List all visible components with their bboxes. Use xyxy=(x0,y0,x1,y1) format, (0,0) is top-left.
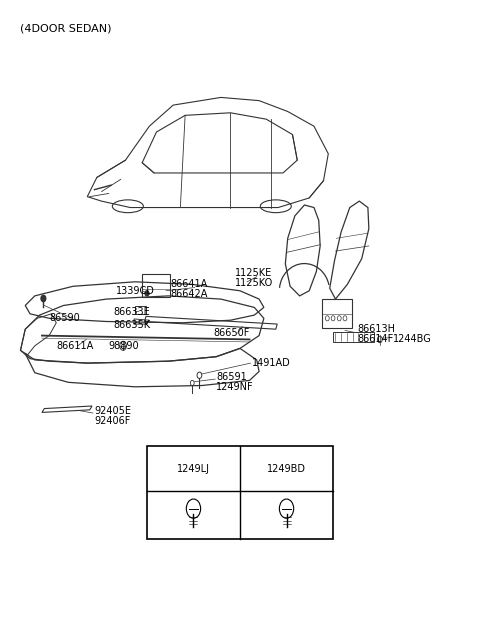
Text: 86642A: 86642A xyxy=(171,289,208,299)
Text: 86633E: 86633E xyxy=(114,307,150,317)
Text: 1125KE: 1125KE xyxy=(235,269,273,278)
Text: 86614F: 86614F xyxy=(357,334,393,344)
Text: 98890: 98890 xyxy=(109,341,139,351)
Text: 1125KO: 1125KO xyxy=(235,278,274,288)
Bar xyxy=(322,299,352,328)
Text: 1244BG: 1244BG xyxy=(393,334,432,344)
Text: 86611A: 86611A xyxy=(56,341,94,351)
Text: 1339CD: 1339CD xyxy=(116,285,155,296)
Circle shape xyxy=(145,291,149,296)
Text: 92406F: 92406F xyxy=(95,416,131,426)
Text: 92405E: 92405E xyxy=(95,406,132,416)
Text: 1249BD: 1249BD xyxy=(267,464,306,474)
Text: 86590: 86590 xyxy=(49,313,80,323)
Bar xyxy=(147,446,333,539)
Circle shape xyxy=(41,295,46,302)
Text: 1249LJ: 1249LJ xyxy=(177,464,210,474)
Text: (4DOOR SEDAN): (4DOOR SEDAN) xyxy=(21,24,112,34)
Text: 86613H: 86613H xyxy=(357,324,395,334)
Text: 86650F: 86650F xyxy=(214,328,250,338)
Text: 86635K: 86635K xyxy=(114,320,151,330)
Text: 1249NF: 1249NF xyxy=(216,382,254,392)
Bar xyxy=(142,274,170,297)
Bar xyxy=(135,306,145,314)
Text: 1491AD: 1491AD xyxy=(252,358,291,368)
Text: 86591: 86591 xyxy=(216,372,247,382)
Text: 86641A: 86641A xyxy=(171,279,208,289)
Bar xyxy=(333,332,373,342)
